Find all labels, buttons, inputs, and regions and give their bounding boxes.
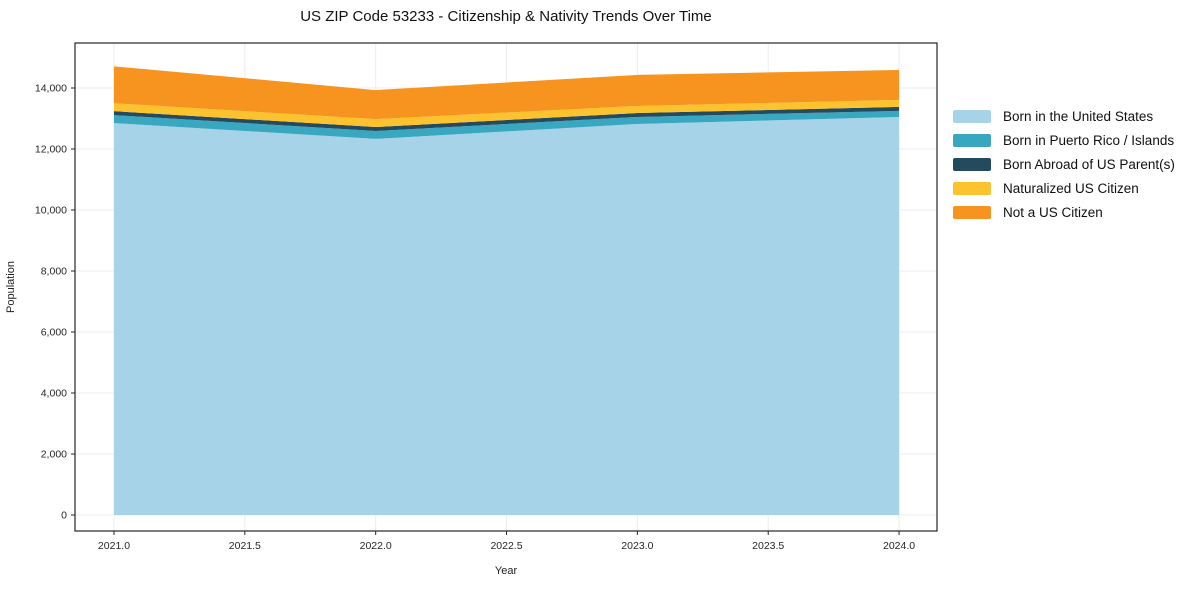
legend-item-naturalized-us-citizen: Naturalized US Citizen — [953, 176, 1175, 200]
y-tick-label: 2,000 — [41, 448, 67, 460]
legend-label: Naturalized US Citizen — [1003, 180, 1139, 196]
legend-swatch-not-a-us-citizen — [953, 205, 991, 219]
y-tick-label: 14,000 — [35, 82, 67, 94]
legend-swatch-born-in-puerto-rico-islands — [953, 133, 991, 147]
area-born-in-the-united-states — [113, 116, 900, 515]
x-axis-label: Year — [494, 565, 518, 577]
chart-title: US ZIP Code 53233 - Citizenship & Nativi… — [300, 8, 712, 25]
y-tick-label: 6,000 — [41, 326, 67, 338]
y-tick-label: 12,000 — [35, 143, 67, 155]
legend-item-born-in-puerto-rico-islands: Born in Puerto Rico / Islands — [953, 128, 1175, 152]
legend-label: Born in the United States — [1003, 108, 1154, 124]
legend-swatch-born-in-the-united-states — [953, 109, 991, 123]
legend-item-born-in-the-united-states: Born in the United States — [953, 104, 1175, 128]
x-tick-label: 2023.0 — [621, 540, 653, 552]
y-tick-label: 0 — [61, 509, 67, 521]
x-tick-label: 2021.0 — [98, 540, 130, 552]
legend: Born in the United States Born in Puerto … — [953, 104, 1175, 224]
y-tick-label: 10,000 — [35, 204, 67, 216]
x-tick-label: 2024.0 — [883, 540, 915, 552]
y-tick-label: 4,000 — [41, 387, 67, 399]
area-born-abroad-of-us-parent-s — [113, 106, 900, 131]
legend-swatch-born-abroad-of-us-parent-s — [953, 157, 991, 171]
area-not-a-us-citizen — [113, 66, 900, 120]
x-tick-label: 2023.5 — [752, 540, 784, 552]
legend-item-born-abroad-of-us-parent-s: Born Abroad of US Parent(s) — [953, 152, 1175, 176]
area-naturalized-us-citizen — [113, 99, 900, 128]
axes-box — [74, 42, 938, 532]
legend-item-not-a-us-citizen: Not a US Citizen — [953, 200, 1175, 224]
x-tick-label: 2022.5 — [490, 540, 522, 552]
x-tick-label: 2022.0 — [360, 540, 392, 552]
area-born-in-puerto-rico-islands — [113, 110, 900, 139]
y-tick-label: 8,000 — [41, 265, 67, 277]
legend-swatch-naturalized-us-citizen — [953, 181, 991, 195]
x-tick-label: 2021.5 — [229, 540, 261, 552]
legend-label: Born Abroad of US Parent(s) — [1003, 156, 1175, 172]
legend-label: Not a US Citizen — [1003, 204, 1103, 220]
legend-label: Born in Puerto Rico / Islands — [1003, 132, 1175, 148]
